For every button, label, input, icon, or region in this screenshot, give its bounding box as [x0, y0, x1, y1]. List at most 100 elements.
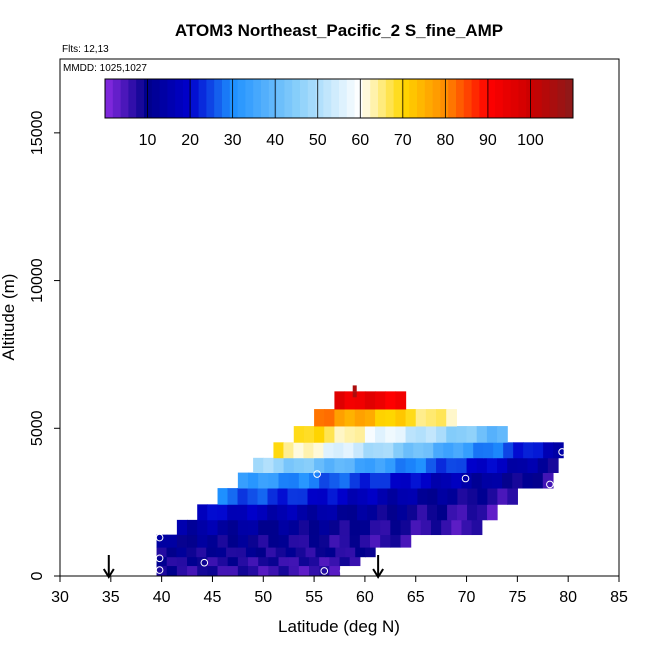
heatmap-cell [513, 442, 524, 459]
heatmap-cell [268, 519, 280, 536]
heatmap-cell [197, 565, 208, 577]
heatmap-cell [275, 547, 287, 558]
heatmap-cell [288, 565, 300, 577]
colorbar-swatch [346, 79, 356, 118]
heatmap-cell [217, 556, 229, 567]
heatmap-cell [477, 504, 488, 521]
heatmap-cell [339, 519, 351, 536]
heatmap-cell [216, 547, 227, 558]
heatmap-cell [415, 409, 427, 427]
heatmap-cell [265, 547, 277, 558]
heatmap-cell [207, 519, 219, 536]
heatmap-cell [349, 519, 361, 536]
heatmap-cell [547, 457, 559, 473]
heatmap-cell [334, 457, 346, 473]
heatmap-cell [327, 504, 338, 521]
heatmap-cell [407, 488, 419, 505]
colorbar-swatch [370, 79, 379, 118]
heatmap-cell [268, 534, 280, 548]
observation-circle [155, 566, 164, 574]
heatmap-cell [278, 534, 290, 548]
heatmap-cell [344, 409, 356, 427]
heatmap-cell [486, 426, 498, 443]
colorbar-swatch [432, 79, 441, 118]
heatmap-cell [476, 457, 488, 473]
heatmap-cell [297, 488, 309, 505]
colorbar-swatch [284, 79, 293, 118]
heatmap-cell [263, 457, 275, 473]
colorbar-swatch [214, 79, 223, 118]
heatmap-cell [349, 556, 361, 567]
heatmap-cell [456, 426, 468, 443]
heatmap-cell [295, 547, 307, 558]
colorbar-swatch [463, 79, 473, 118]
heatmap-cell [380, 519, 391, 536]
heatmap-cell [354, 457, 366, 473]
heatmap-cell [385, 457, 396, 473]
heatmap-cell [385, 391, 396, 410]
x-tick-label: 40 [153, 589, 171, 606]
observation-circle [461, 474, 470, 483]
heatmap-cell [446, 457, 457, 473]
heatmap-cell [503, 442, 514, 459]
heatmap-cell [425, 409, 437, 427]
heatmap-cell [405, 426, 417, 443]
heatmap-cell [436, 457, 447, 473]
heatmap-cell [364, 457, 376, 473]
colorbar-swatch [323, 79, 332, 118]
heatmap-cell [258, 565, 269, 577]
flights-note: Flts: 12,13 [62, 44, 109, 55]
heatmap-cell [507, 488, 518, 505]
heatmap-cell [329, 556, 341, 567]
heatmap-cell [268, 556, 280, 567]
heatmap-cell [237, 504, 248, 521]
heatmap-cell [347, 488, 359, 505]
heatmap-cell [314, 426, 325, 443]
colorbar-swatch [136, 79, 145, 118]
colorbar-swatch [502, 79, 512, 118]
x-tick-label: 85 [610, 589, 628, 606]
observation-markers [155, 448, 566, 575]
heatmap-cell [436, 426, 447, 443]
colorbar-swatch [549, 79, 558, 118]
heatmap-cell [248, 556, 259, 567]
heatmap-cell [365, 547, 376, 558]
heatmap-cell [207, 534, 219, 548]
colorbar-tick-label: 70 [394, 132, 412, 149]
heatmap-cell [359, 519, 371, 536]
heatmap-cell [314, 457, 325, 473]
heatmap-cell [447, 504, 458, 521]
heatmap-cell [375, 391, 386, 410]
heatmap-cell [477, 488, 488, 505]
heatmap-cell [357, 504, 368, 521]
colorbar-swatch [510, 79, 519, 118]
colorbar-swatch [339, 79, 348, 118]
colorbar-swatch [112, 79, 122, 118]
heatmap-cell [461, 519, 473, 536]
colorbar-swatch [401, 79, 410, 118]
heatmap-cell [237, 556, 249, 567]
heatmap-cell [176, 556, 188, 567]
heatmap-cell [377, 504, 388, 521]
heatmap-cell [298, 519, 310, 536]
colorbar-swatch [565, 79, 574, 118]
heatmap-cell [436, 409, 447, 427]
heatmap-cell [527, 457, 539, 473]
heatmap-cell [298, 556, 310, 567]
heatmap-cell [407, 504, 418, 521]
heatmap-cell [258, 519, 269, 536]
colorbar-swatch [393, 79, 402, 118]
heatmap-cell [293, 426, 305, 443]
heatmap-cell [166, 534, 178, 548]
colorbar-swatch [471, 79, 480, 118]
colorbar-swatch [385, 79, 395, 118]
heatmap-cell [309, 519, 320, 536]
heatmap-cell [451, 519, 463, 536]
heatmap-cell [217, 504, 228, 521]
flight-arrows [102, 555, 384, 579]
heatmap-cell [317, 488, 329, 505]
heatmap-cell [227, 488, 239, 505]
heatmap-cell [267, 488, 279, 505]
heatmap-cell [425, 457, 437, 473]
heatmap-cell [247, 504, 258, 521]
